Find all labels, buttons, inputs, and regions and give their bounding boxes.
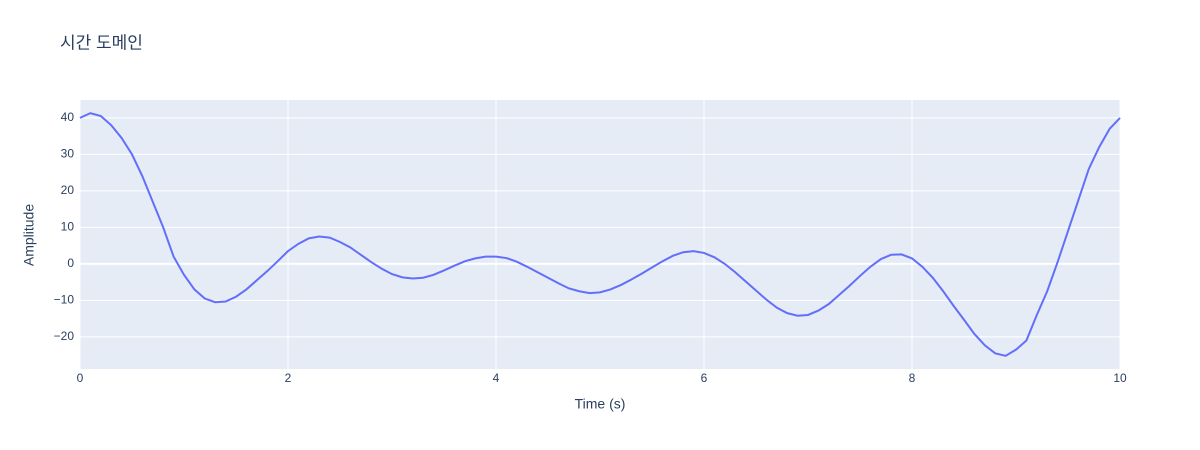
x-tick-label: 8 bbox=[909, 371, 916, 385]
y-tick-label: −10 bbox=[54, 293, 75, 307]
x-tick-label: 10 bbox=[1113, 371, 1127, 385]
x-tick-label: 0 bbox=[77, 371, 84, 385]
x-tick-label: 4 bbox=[493, 371, 500, 385]
y-tick-label: 20 bbox=[61, 183, 75, 197]
y-tick-label: 30 bbox=[61, 147, 75, 161]
y-tick-label: 0 bbox=[67, 256, 74, 270]
chart-title: 시간 도메인 bbox=[60, 33, 143, 52]
x-tick-label: 6 bbox=[701, 371, 708, 385]
y-tick-label: 40 bbox=[61, 110, 75, 124]
y-tick-label: 10 bbox=[61, 220, 75, 234]
plot-background bbox=[80, 100, 1120, 369]
x-axis-title: Time (s) bbox=[575, 396, 626, 412]
y-axis-title: Amplitude bbox=[21, 204, 37, 266]
x-tick-label: 2 bbox=[285, 371, 292, 385]
y-tick-label: −20 bbox=[54, 329, 75, 343]
line-series bbox=[79, 112, 1121, 357]
